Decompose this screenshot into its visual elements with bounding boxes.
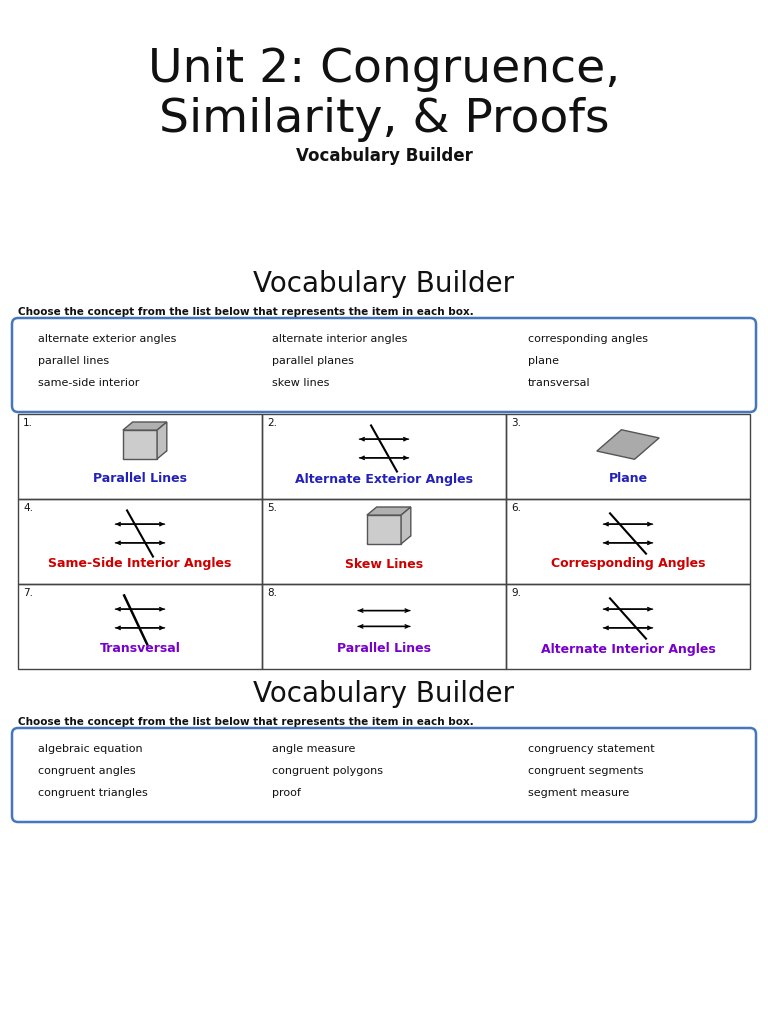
Text: Alternate Interior Angles: Alternate Interior Angles — [541, 642, 715, 655]
Text: congruent polygons: congruent polygons — [272, 766, 383, 776]
Text: Unit 2: Congruence,: Unit 2: Congruence, — [148, 46, 620, 91]
Text: Alternate Exterior Angles: Alternate Exterior Angles — [295, 472, 473, 485]
Text: 2.: 2. — [267, 418, 277, 428]
Polygon shape — [157, 422, 167, 459]
Text: Parallel Lines: Parallel Lines — [93, 472, 187, 485]
Text: same-side interior: same-side interior — [38, 378, 139, 388]
Text: congruent angles: congruent angles — [38, 766, 136, 776]
Text: 5.: 5. — [267, 503, 277, 513]
Text: Vocabulary Builder: Vocabulary Builder — [296, 147, 472, 165]
Bar — [506, 414, 750, 499]
Bar — [18, 414, 262, 499]
Bar — [262, 584, 506, 669]
Text: Vocabulary Builder: Vocabulary Builder — [253, 680, 515, 708]
Text: angle measure: angle measure — [272, 744, 356, 754]
Text: congruent segments: congruent segments — [528, 766, 644, 776]
Text: proof: proof — [272, 788, 301, 798]
Polygon shape — [123, 430, 157, 459]
Text: 9.: 9. — [511, 588, 521, 598]
Text: alternate interior angles: alternate interior angles — [272, 334, 407, 344]
Text: congruent triangles: congruent triangles — [38, 788, 147, 798]
Polygon shape — [123, 422, 167, 430]
FancyBboxPatch shape — [12, 318, 756, 412]
Text: Vocabulary Builder: Vocabulary Builder — [253, 270, 515, 298]
Text: plane: plane — [528, 356, 559, 366]
Text: 6.: 6. — [511, 503, 521, 513]
Polygon shape — [597, 430, 659, 459]
Text: parallel lines: parallel lines — [38, 356, 109, 366]
Text: Plane: Plane — [608, 472, 647, 485]
Bar — [18, 499, 262, 584]
Text: Corresponding Angles: Corresponding Angles — [551, 557, 705, 570]
Bar — [262, 499, 506, 584]
FancyBboxPatch shape — [12, 728, 756, 822]
Text: 4.: 4. — [23, 503, 33, 513]
Text: corresponding angles: corresponding angles — [528, 334, 648, 344]
Text: congruency statement: congruency statement — [528, 744, 654, 754]
Text: alternate exterior angles: alternate exterior angles — [38, 334, 177, 344]
Text: segment measure: segment measure — [528, 788, 629, 798]
Text: Skew Lines: Skew Lines — [345, 557, 423, 570]
Text: Parallel Lines: Parallel Lines — [337, 642, 431, 655]
Text: Same-Side Interior Angles: Same-Side Interior Angles — [48, 557, 232, 570]
Text: 3.: 3. — [511, 418, 521, 428]
Text: parallel planes: parallel planes — [272, 356, 354, 366]
Text: Similarity, & Proofs: Similarity, & Proofs — [159, 96, 609, 141]
Polygon shape — [367, 507, 411, 515]
Text: algebraic equation: algebraic equation — [38, 744, 143, 754]
Polygon shape — [401, 507, 411, 544]
Bar — [18, 584, 262, 669]
Text: Choose the concept from the list below that represents the item in each box.: Choose the concept from the list below t… — [18, 307, 474, 317]
Text: 7.: 7. — [23, 588, 33, 598]
Bar — [506, 584, 750, 669]
Bar — [506, 499, 750, 584]
Text: Transversal: Transversal — [100, 642, 180, 655]
Bar — [262, 414, 506, 499]
Text: Choose the concept from the list below that represents the item in each box.: Choose the concept from the list below t… — [18, 717, 474, 727]
Text: transversal: transversal — [528, 378, 591, 388]
Text: 1.: 1. — [23, 418, 33, 428]
Text: 8.: 8. — [267, 588, 277, 598]
Text: skew lines: skew lines — [272, 378, 329, 388]
Polygon shape — [367, 515, 401, 544]
